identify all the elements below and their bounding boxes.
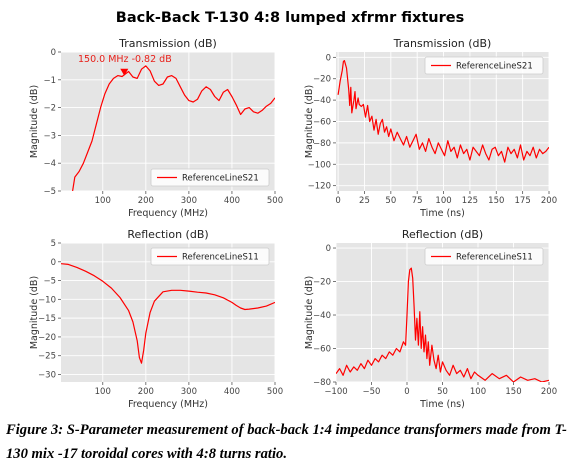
y-tick-label: −5: [43, 277, 56, 287]
y-tick-label: −10: [38, 295, 56, 305]
x-tick-label: 100: [470, 387, 486, 397]
x-tick-label: 200: [541, 196, 557, 206]
x-tick-label: 500: [267, 196, 283, 206]
x-tick-label: 150: [488, 196, 504, 206]
series-line-ReferenceLineS11: [336, 267, 549, 382]
chart-title: Transmission (dB): [118, 37, 217, 50]
x-tick-label: 300: [181, 387, 197, 397]
chart-title: Transmission (dB): [393, 37, 492, 50]
x-tick-label: 125: [462, 196, 478, 206]
figure-caption: Figure 3: S-Parameter measurement of bac…: [6, 422, 567, 462]
x-tick-label: −50: [363, 387, 381, 397]
chart-transmission-frequency: 100 200 300 400 500 0 −1 −2 −3 −4 −5 Transmission (…: [29, 37, 283, 219]
y-tick-label: −60: [313, 345, 331, 355]
x-axis-label: Time (ns): [419, 399, 465, 410]
y-tick-label: 0: [51, 258, 56, 268]
y-tick-label: −20: [313, 278, 331, 288]
x-tick-label: 200: [138, 387, 154, 397]
y-tick-label: 0: [326, 244, 331, 254]
x-tick-label: 500: [267, 387, 283, 397]
x-tick-label: 100: [95, 387, 111, 397]
x-tick-label: 0: [335, 196, 340, 206]
x-tick-label: 175: [515, 196, 531, 206]
legend-label: ReferenceLineS11: [182, 253, 259, 263]
x-tick-label: 300: [181, 196, 197, 206]
chart-reflection-frequency: 100 200 300 400 500 5 0 −5 −10 −15 −20 −25 −30 Reflec…: [29, 228, 283, 410]
x-tick-label: 0: [404, 387, 409, 397]
y-tick-label: −80: [313, 139, 331, 149]
x-tick-label: 200: [138, 196, 154, 206]
y-tick-label: −3: [43, 131, 56, 141]
y-tick-label: −80: [313, 378, 331, 388]
annotation-marker: [120, 68, 129, 76]
y-tick-label: 0: [326, 53, 331, 63]
y-tick-label: 0: [51, 48, 56, 58]
chart-reflection-time: −100 −50 0 50 100 150 200 0 −20 −40 −60 −80 Reflecti…: [304, 228, 557, 410]
chart-title: Reflection (dB): [127, 228, 208, 241]
y-tick-label: −100: [308, 160, 331, 170]
series-line-ReferenceLineS21: [72, 65, 275, 191]
x-tick-label: 100: [435, 196, 451, 206]
y-tick-label: 5: [51, 239, 56, 249]
y-axis-label: Magnitude (dB): [304, 276, 315, 349]
y-tick-label: −2: [43, 104, 56, 114]
legend-label: ReferenceLineS11: [456, 253, 533, 263]
series-line-ReferenceLineS11: [61, 263, 275, 364]
figure-canvas: Back-Back T-130 4:8 lumped xfrmr fixture…: [29, 10, 557, 410]
legend-box: [150, 168, 270, 187]
x-axis-label: Frequency (MHz): [128, 399, 208, 410]
x-tick-label: 200: [541, 387, 557, 397]
figure-suptitle: Back-Back T-130 4:8 lumped xfrmr fixture…: [116, 10, 464, 26]
y-tick-label: −4: [43, 159, 56, 169]
x-tick-label: 75: [412, 196, 423, 206]
y-axis-label: Magnitude (dB): [29, 85, 40, 158]
series-line-ReferenceLineS21: [337, 59, 549, 163]
x-tick-label: 50: [437, 387, 448, 397]
x-tick-label: 400: [224, 387, 240, 397]
y-tick-label: −15: [38, 314, 56, 324]
y-tick-label: −20: [38, 333, 56, 343]
legend-label: ReferenceLineS21: [456, 62, 533, 72]
y-tick-label: −40: [313, 311, 331, 321]
x-tick-label: 100: [95, 196, 111, 206]
y-tick-label: −30: [38, 370, 56, 380]
x-tick-label: 150: [505, 387, 521, 397]
legend-box: [424, 56, 544, 75]
annotation-label: 150.0 MHz -0.82 dB: [78, 54, 172, 65]
y-tick-label: −40: [313, 96, 331, 106]
x-tick-label: 400: [224, 196, 240, 206]
y-tick-label: −120: [308, 182, 331, 192]
y-tick-label: −20: [313, 75, 331, 85]
plot-area: [61, 243, 275, 382]
chart-title: Reflection (dB): [402, 228, 483, 241]
x-tick-label: 50: [385, 196, 396, 206]
chart-transmission-time: 0 25 50 75 100 125 150 175 200 0 −20 −40 −60 −80 −100 −…: [304, 37, 557, 219]
x-tick-label: −100: [324, 387, 347, 397]
y-tick-label: −60: [313, 118, 331, 128]
y-tick-label: −5: [43, 187, 56, 197]
legend-box: [424, 247, 544, 266]
legend-label: ReferenceLineS21: [182, 174, 259, 184]
y-axis-label: Magnitude (dB): [304, 85, 315, 158]
x-axis-label: Frequency (MHz): [128, 208, 208, 219]
x-axis-label: Time (ns): [419, 208, 465, 219]
y-tick-label: −25: [38, 352, 56, 362]
x-tick-label: 25: [359, 196, 370, 206]
y-axis-label: Magnitude (dB): [29, 276, 40, 349]
legend-box: [150, 247, 270, 266]
y-tick-label: −1: [43, 76, 56, 86]
